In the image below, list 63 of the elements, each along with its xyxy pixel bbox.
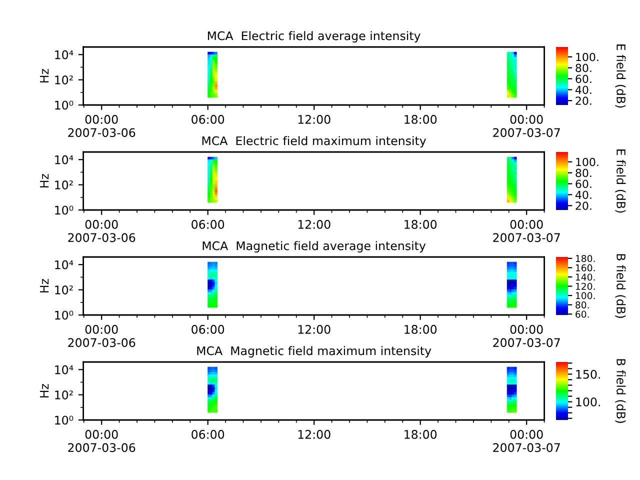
x-tick-label: 12:00 [298, 430, 330, 439]
y-axis-title: Hz [40, 174, 49, 188]
color-bar-title: E field (dB) [615, 150, 626, 213]
color-bar-label: 100. [576, 292, 595, 300]
chart-title: MCA Magnetic field maximum intensity [197, 346, 432, 358]
color-bar-label: 180. [576, 255, 595, 262]
x-tick-label: 18:00 [404, 430, 437, 439]
x-tick-label: 12:00 [298, 114, 330, 124]
color-bar-title: B field (dB) [615, 254, 626, 318]
y-tick-label: 10² [55, 76, 73, 84]
y-tick-label: 10⁴ [55, 260, 74, 270]
x-tick-label: 18:00 [404, 220, 437, 229]
x-tick-label: 18:00 [404, 114, 437, 124]
color-bar-label: 80. [576, 168, 592, 178]
y-tick-label: 10⁰ [55, 310, 74, 320]
x-tick-label: 00:00 2007-03-07 [493, 324, 560, 348]
x-tick-label: 12:00 [298, 324, 330, 334]
color-bar-label: 80. [576, 64, 592, 72]
y-tick-label: 10⁴ [55, 365, 74, 374]
chart-title: MCA Electric field average intensity [208, 31, 420, 43]
color-bar-label: 40. [575, 190, 592, 200]
x-tick-label: 00:00 2007-03-06 [68, 324, 136, 348]
color-bar-label: 140. [576, 274, 595, 281]
chart-title: MCA Electric field maximum intensity [202, 136, 426, 148]
color-bar-label: 150. [576, 370, 600, 379]
color-bar-label: 60. [576, 310, 589, 318]
x-tick-label: 18:00 [404, 324, 437, 334]
x-tick-label: 06:00 [192, 324, 224, 334]
color-bar-label: 120. [576, 282, 595, 290]
y-tick-label: 10² [55, 180, 73, 190]
y-tick-label: 10⁴ [55, 155, 74, 164]
y-tick-label: 10⁴ [55, 50, 74, 60]
y-tick-label: 10² [55, 286, 73, 294]
x-tick-label: 00:00 2007-03-07 [493, 430, 560, 452]
color-bar-label: 100. [576, 397, 600, 406]
x-tick-label: 06:00 [192, 220, 224, 229]
x-tick-label: 00:00 2007-03-06 [68, 114, 136, 138]
color-bar-label: 40. [575, 86, 592, 94]
x-tick-label: 00:00 2007-03-07 [493, 114, 560, 138]
y-axis-title: Hz [40, 278, 49, 292]
color-bar-label: 20. [576, 96, 592, 105]
y-tick-label: 10² [55, 390, 73, 400]
color-bar-label: 20. [576, 202, 592, 210]
x-tick-label: 12:00 [298, 220, 330, 229]
x-tick-label: 00:00 2007-03-06 [68, 220, 136, 242]
x-tick-label: 06:00 [192, 114, 224, 124]
y-axis-title: Hz [40, 68, 49, 82]
color-bar-title: B field (dB) [615, 359, 626, 423]
color-bar-label: 100. [576, 52, 598, 62]
y-tick-label: 10⁰ [55, 206, 74, 215]
color-bar-label: 100. [576, 158, 598, 166]
x-tick-label: 00:00 2007-03-07 [493, 220, 560, 242]
y-tick-label: 10⁰ [55, 100, 74, 110]
color-bar-label: 60. [576, 74, 592, 84]
color-bar-label: 80. [576, 301, 589, 308]
color-bar-title: E field (dB) [615, 44, 626, 108]
x-tick-label: 06:00 [192, 430, 224, 439]
color-bar-label: 60. [576, 180, 592, 188]
color-bar-label: 160. [576, 264, 595, 272]
y-axis-title: Hz [40, 384, 49, 398]
x-tick-label: 00:00 2007-03-06 [68, 430, 136, 452]
y-tick-label: 10⁰ [55, 416, 74, 425]
chart-title: MCA Magnetic field average intensity [202, 241, 426, 253]
